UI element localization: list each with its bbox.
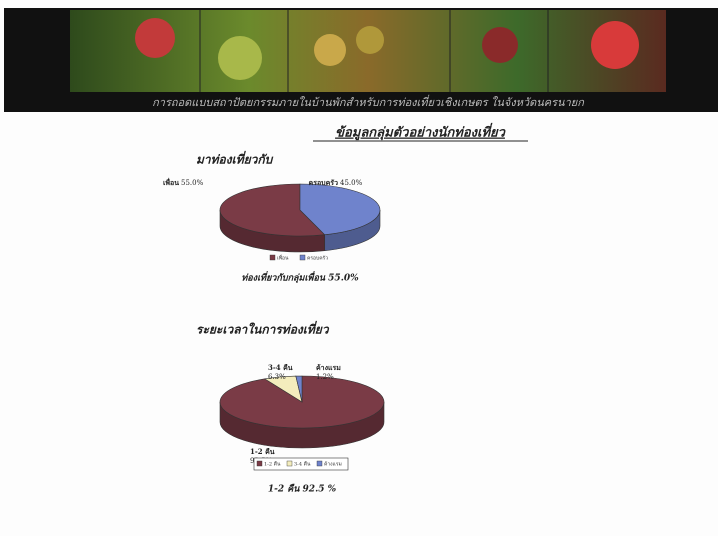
fruit bbox=[356, 26, 384, 54]
legend-label: 3-4 คืน bbox=[294, 461, 311, 468]
flower bbox=[591, 21, 639, 69]
legend-label: เพื่อน bbox=[277, 255, 289, 262]
legend-label: ค้างแรม bbox=[324, 461, 342, 468]
chart-title: ระยะเวลาในการท่องเที่ยว bbox=[196, 321, 330, 337]
legend-swatch bbox=[299, 254, 306, 261]
legend-label: 1-2 คืน bbox=[264, 461, 281, 468]
fruit bbox=[314, 34, 346, 66]
legend-swatch bbox=[269, 254, 276, 261]
legend-swatch bbox=[316, 460, 323, 467]
legend-label: ครอบครัว bbox=[307, 256, 328, 262]
pie-slice bbox=[219, 183, 326, 237]
pie-slice bbox=[299, 183, 381, 236]
slice-label: ค้างแรม bbox=[316, 363, 341, 372]
legend-swatch bbox=[256, 460, 263, 467]
legend-box bbox=[253, 457, 349, 471]
slice-value: 45.0% bbox=[340, 179, 363, 187]
slice-label: ครอบครัว bbox=[309, 178, 339, 187]
page-title: ข้อมูลกลุ่มตัวอย่างนักท่องเที่ยว bbox=[335, 123, 507, 141]
fruit bbox=[218, 36, 262, 80]
banner-caption: การถอดแบบสถาปัตยกรรมภายในบ้านพักสำหรับกา… bbox=[152, 94, 585, 109]
chart-summary: ท่องเที่ยวกับกลุ่มเพื่อน 55.0% bbox=[241, 271, 359, 284]
slice-label: 1-2 คืน bbox=[250, 447, 275, 456]
legend-swatch bbox=[286, 460, 293, 467]
pie-slice bbox=[219, 375, 385, 429]
slice-value: 6.3% bbox=[268, 373, 286, 381]
pie-slice bbox=[295, 375, 303, 403]
chart-title: มาท่องเที่ยวกับ bbox=[196, 151, 274, 167]
fruit bbox=[482, 27, 518, 63]
flower bbox=[135, 18, 175, 58]
slice-value: 55.0% bbox=[181, 179, 204, 187]
slice-value: 1.2% bbox=[316, 373, 334, 381]
slice-label: เพื่อน bbox=[163, 177, 179, 187]
chart-summary: 1-2 คืน 92.5 % bbox=[268, 484, 337, 495]
slice-label: 3-4 คืน bbox=[268, 363, 293, 372]
